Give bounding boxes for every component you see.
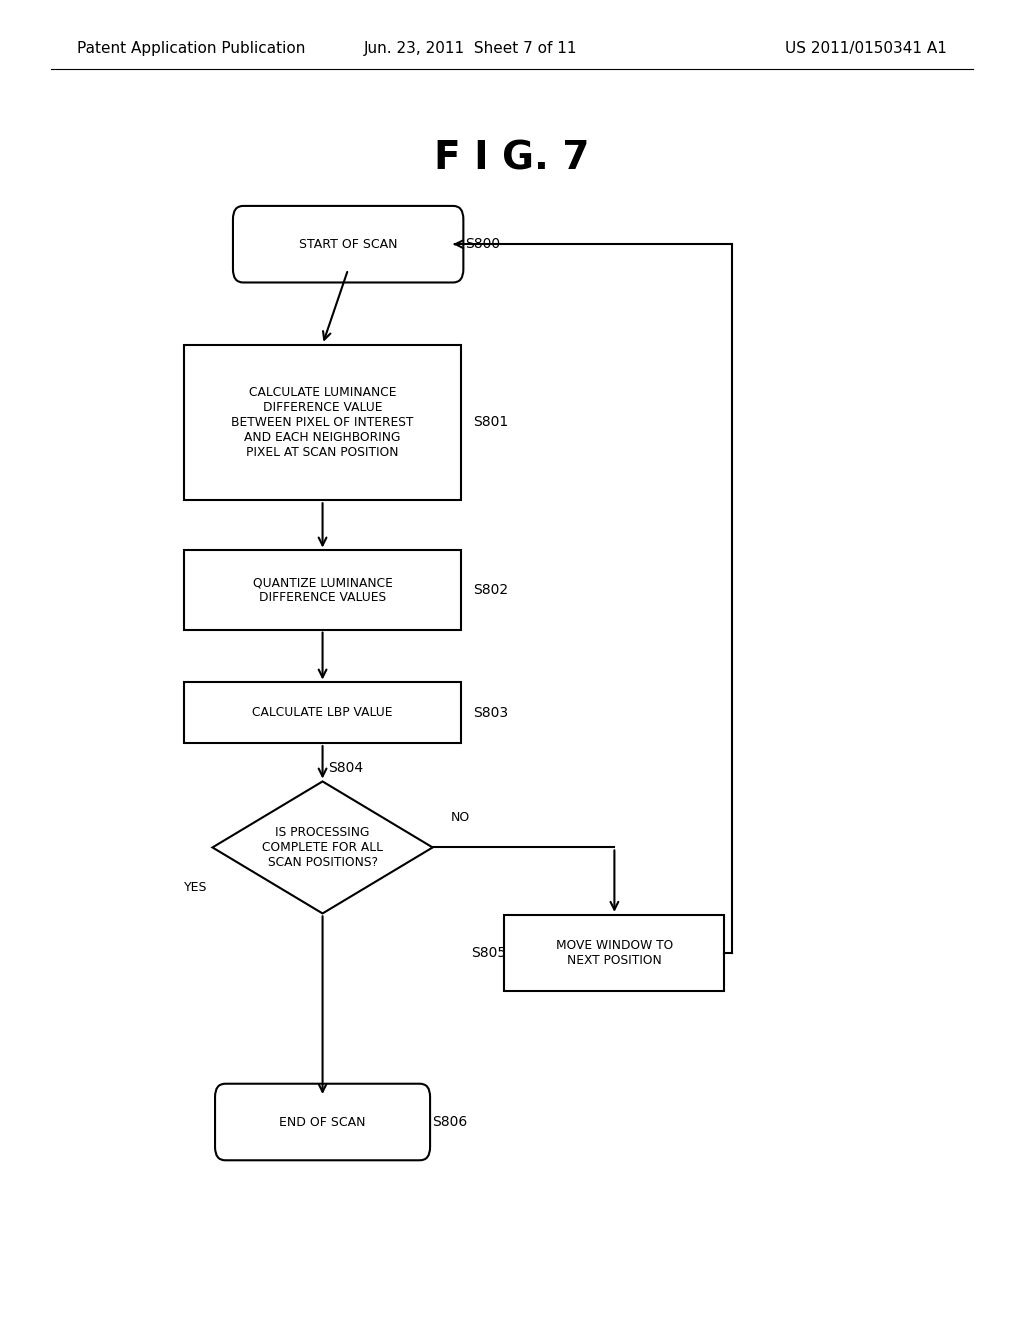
Text: S804: S804	[328, 762, 362, 775]
FancyBboxPatch shape	[233, 206, 463, 282]
Bar	[504, 915, 725, 991]
Text: IS PROCESSING
COMPLETE FOR ALL
SCAN POSITIONS?: IS PROCESSING COMPLETE FOR ALL SCAN POSI…	[262, 826, 383, 869]
Text: S805: S805	[471, 946, 507, 960]
FancyBboxPatch shape	[215, 1084, 430, 1160]
Text: S801: S801	[473, 416, 508, 429]
Text: S806: S806	[432, 1115, 467, 1129]
Text: CALCULATE LUMINANCE
DIFFERENCE VALUE
BETWEEN PIXEL OF INTEREST
AND EACH NEIGHBOR: CALCULATE LUMINANCE DIFFERENCE VALUE BET…	[231, 385, 414, 459]
Bar	[184, 550, 461, 630]
Text: S803: S803	[473, 706, 508, 719]
Text: F I G. 7: F I G. 7	[434, 140, 590, 177]
Text: S800: S800	[465, 238, 501, 251]
Text: YES: YES	[184, 880, 207, 894]
Text: NO: NO	[451, 810, 470, 824]
Text: END OF SCAN: END OF SCAN	[280, 1115, 366, 1129]
Text: US 2011/0150341 A1: US 2011/0150341 A1	[785, 41, 947, 57]
Text: Jun. 23, 2011  Sheet 7 of 11: Jun. 23, 2011 Sheet 7 of 11	[365, 41, 578, 57]
Text: S802: S802	[473, 583, 508, 597]
Polygon shape	[213, 781, 432, 913]
Text: CALCULATE LBP VALUE: CALCULATE LBP VALUE	[252, 706, 393, 719]
Bar	[184, 682, 461, 743]
Text: Patent Application Publication: Patent Application Publication	[77, 41, 305, 57]
Text: MOVE WINDOW TO
NEXT POSITION: MOVE WINDOW TO NEXT POSITION	[556, 939, 673, 968]
Bar	[184, 345, 461, 500]
Text: START OF SCAN: START OF SCAN	[299, 238, 397, 251]
Text: QUANTIZE LUMINANCE
DIFFERENCE VALUES: QUANTIZE LUMINANCE DIFFERENCE VALUES	[253, 576, 392, 605]
